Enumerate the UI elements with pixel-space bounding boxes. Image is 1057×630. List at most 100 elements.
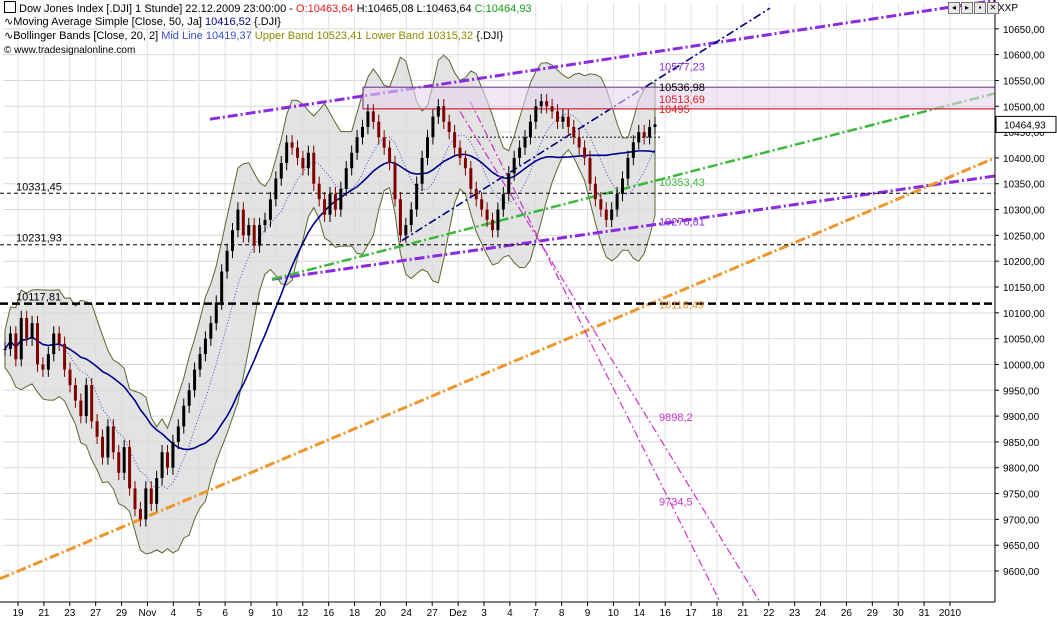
price-body <box>534 106 538 122</box>
price-body <box>539 101 543 107</box>
y-tick-label: 10000,00 <box>1003 360 1045 371</box>
x-tick-label: 24 <box>815 608 827 619</box>
scroll-right-button[interactable]: ▸ <box>961 2 973 14</box>
scroll-left-button[interactable]: ◂ <box>948 2 960 14</box>
y-tick-label: 10500,00 <box>1003 102 1045 113</box>
price-body <box>431 116 435 138</box>
price-body <box>182 405 186 427</box>
annotation-label: 10116,49 <box>659 299 704 311</box>
sma-symbol: {.DJI} <box>253 16 281 28</box>
x-tick-label: Dez <box>449 608 467 619</box>
y-tick-label: 9950,00 <box>1003 386 1040 397</box>
price-body <box>642 132 646 138</box>
price-body <box>648 126 652 138</box>
price-body <box>225 250 229 272</box>
price-body <box>193 369 197 391</box>
close-button[interactable]: ✕ <box>987 2 999 14</box>
price-body <box>117 452 121 473</box>
price-body <box>556 111 559 122</box>
price-body <box>263 219 267 226</box>
price-body <box>566 116 570 127</box>
x-tick-label: 29 <box>116 608 128 619</box>
y-tick-label: 9700,00 <box>1003 515 1040 526</box>
x-tick-label: 24 <box>401 608 413 619</box>
open-value: O:10463,64 <box>296 3 354 15</box>
wave-icon: ∿ <box>4 16 14 28</box>
price-body <box>572 126 576 138</box>
annotation-label: 9734,5 <box>659 497 693 509</box>
price-body <box>545 101 549 107</box>
x-tick-label: 12 <box>297 608 309 619</box>
trendlines <box>0 0 996 603</box>
price-body <box>106 426 110 458</box>
x-tick-label: 23 <box>64 608 76 619</box>
level-label: 10231,93 <box>16 233 62 245</box>
price-body <box>621 178 624 195</box>
price-body <box>46 354 50 370</box>
high-value: H:10465,08 <box>356 3 414 15</box>
price-body <box>496 209 500 231</box>
price-body <box>588 157 592 184</box>
price-body <box>409 209 413 226</box>
price-body <box>247 225 251 236</box>
x-tick-label: 6 <box>222 608 228 619</box>
price-body <box>528 121 532 138</box>
price-body <box>393 163 397 200</box>
price-body <box>458 147 462 158</box>
horizontal-levels: 10331,45 10231,93 10117,81 <box>0 86 996 305</box>
x-tick-label: 17 <box>686 608 698 619</box>
price-body <box>36 323 39 365</box>
price-body <box>355 137 359 153</box>
price-body <box>485 209 489 220</box>
price-body <box>144 488 148 520</box>
x-tick-label: 8 <box>559 608 565 619</box>
price-body <box>79 400 83 417</box>
price-body <box>599 199 603 210</box>
y-tick-label: 9650,00 <box>1003 541 1040 552</box>
x-tick-label: 30 <box>893 608 905 619</box>
x-tick-label: 29 <box>867 608 879 619</box>
price-body <box>501 194 505 210</box>
bb-label: Bollinger Bands [Close, 20, 2] <box>13 30 159 42</box>
bb-lower: Lower Band 10315,32 <box>365 30 474 42</box>
price-body <box>101 436 104 458</box>
price-body <box>377 121 381 138</box>
price-body <box>122 447 126 473</box>
x-tick-label: 22 <box>763 608 775 619</box>
y-tick-label: 9850,00 <box>1003 438 1040 449</box>
header-line-price: Dow Jones Index [.DJI] 1 Stunde] 22.12.2… <box>4 1 532 16</box>
price-body <box>268 199 272 220</box>
annotation-label: 10513,69 <box>659 94 705 106</box>
price-body <box>241 209 245 236</box>
price-body <box>404 225 408 236</box>
price-body <box>653 124 657 127</box>
x-tick-label: 4 <box>171 608 177 619</box>
lower-channel-line <box>271 174 996 281</box>
price-body <box>420 157 424 184</box>
price-body <box>57 333 61 344</box>
price-body <box>25 317 29 339</box>
price-body <box>436 106 440 117</box>
price-body <box>236 209 240 231</box>
maximize-button[interactable]: ▪ <box>974 2 986 14</box>
price-body <box>231 230 234 251</box>
low-value: L:10463,64 <box>416 3 472 15</box>
price-body <box>361 126 364 138</box>
header-line-bb: ∿Bollinger Bands [Close, 20, 2] Mid Line… <box>4 29 503 43</box>
price-body <box>507 173 511 195</box>
price-body <box>301 157 305 169</box>
price-body <box>63 343 67 370</box>
price-body <box>198 354 202 370</box>
price-body <box>604 209 608 220</box>
price-body <box>583 147 587 158</box>
price-body <box>398 199 402 236</box>
x-tick-label: 27 <box>90 608 102 619</box>
x-tick-label: 21 <box>737 608 749 619</box>
price-body <box>133 488 137 510</box>
price-body <box>593 183 597 200</box>
magenta-fan-line-2 <box>469 100 721 603</box>
price-body <box>258 225 262 246</box>
level-label: 10117,81 <box>16 292 61 304</box>
y-tick-label: 10050,00 <box>1003 335 1045 346</box>
